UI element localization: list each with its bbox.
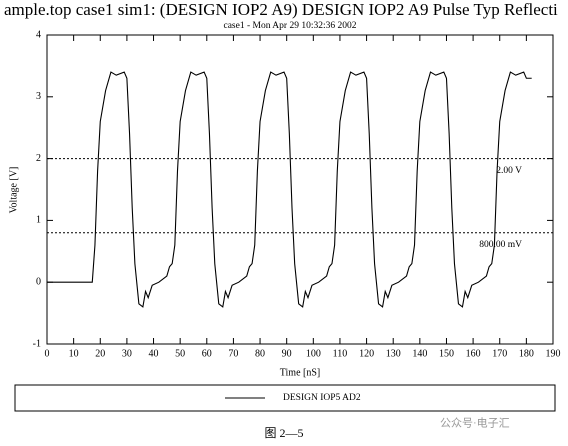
y-tick-label: 1 bbox=[36, 215, 41, 226]
x-tick-label: 120 bbox=[359, 348, 374, 359]
caption: 图 2—5 bbox=[264, 426, 303, 440]
x-tick-label: 160 bbox=[466, 348, 481, 359]
data-line bbox=[47, 71, 532, 308]
x-tick-label: 10 bbox=[69, 348, 79, 359]
x-tick-label: 180 bbox=[519, 348, 534, 359]
legend-box bbox=[14, 384, 556, 412]
x-tick-label: 70 bbox=[228, 348, 238, 359]
y-tick-label: 3 bbox=[36, 91, 41, 102]
chart-subtitle: case1 - Mon Apr 29 10:32:36 2002 bbox=[224, 21, 357, 31]
reference-label: 2.00 V bbox=[496, 166, 522, 176]
x-tick-label: 0 bbox=[45, 348, 50, 359]
x-tick-label: 80 bbox=[255, 348, 265, 359]
y-tick-label: 0 bbox=[36, 276, 41, 287]
x-tick-label: 90 bbox=[282, 348, 292, 359]
y-axis-label: Voltage [V] bbox=[8, 167, 19, 214]
reference-label: 800.00 mV bbox=[479, 240, 522, 250]
x-tick-label: 110 bbox=[333, 348, 348, 359]
y-tick-label: 4 bbox=[36, 29, 41, 40]
y-tick-label: -1 bbox=[33, 338, 41, 349]
x-tick-label: 60 bbox=[202, 348, 212, 359]
chart-title: ample.top case1 sim1: (DESIGN IOP2 A9) D… bbox=[4, 0, 558, 19]
x-tick-label: 140 bbox=[412, 348, 427, 359]
plot-frame bbox=[46, 34, 554, 345]
x-tick-label: 150 bbox=[439, 348, 454, 359]
x-tick-label: 190 bbox=[546, 348, 561, 359]
x-tick-label: 20 bbox=[95, 348, 105, 359]
x-tick-label: 40 bbox=[149, 348, 159, 359]
x-axis-label: Time [nS] bbox=[280, 367, 320, 378]
x-tick-label: 170 bbox=[492, 348, 507, 359]
x-tick-label: 30 bbox=[122, 348, 132, 359]
x-tick-label: 100 bbox=[306, 348, 321, 359]
legend-label: DESIGN IOP5 AD2 bbox=[283, 393, 361, 403]
y-tick-label: 2 bbox=[36, 153, 41, 164]
watermark: 公众号·电子汇 bbox=[440, 417, 510, 430]
x-tick-label: 50 bbox=[175, 348, 185, 359]
x-tick-label: 130 bbox=[386, 348, 401, 359]
